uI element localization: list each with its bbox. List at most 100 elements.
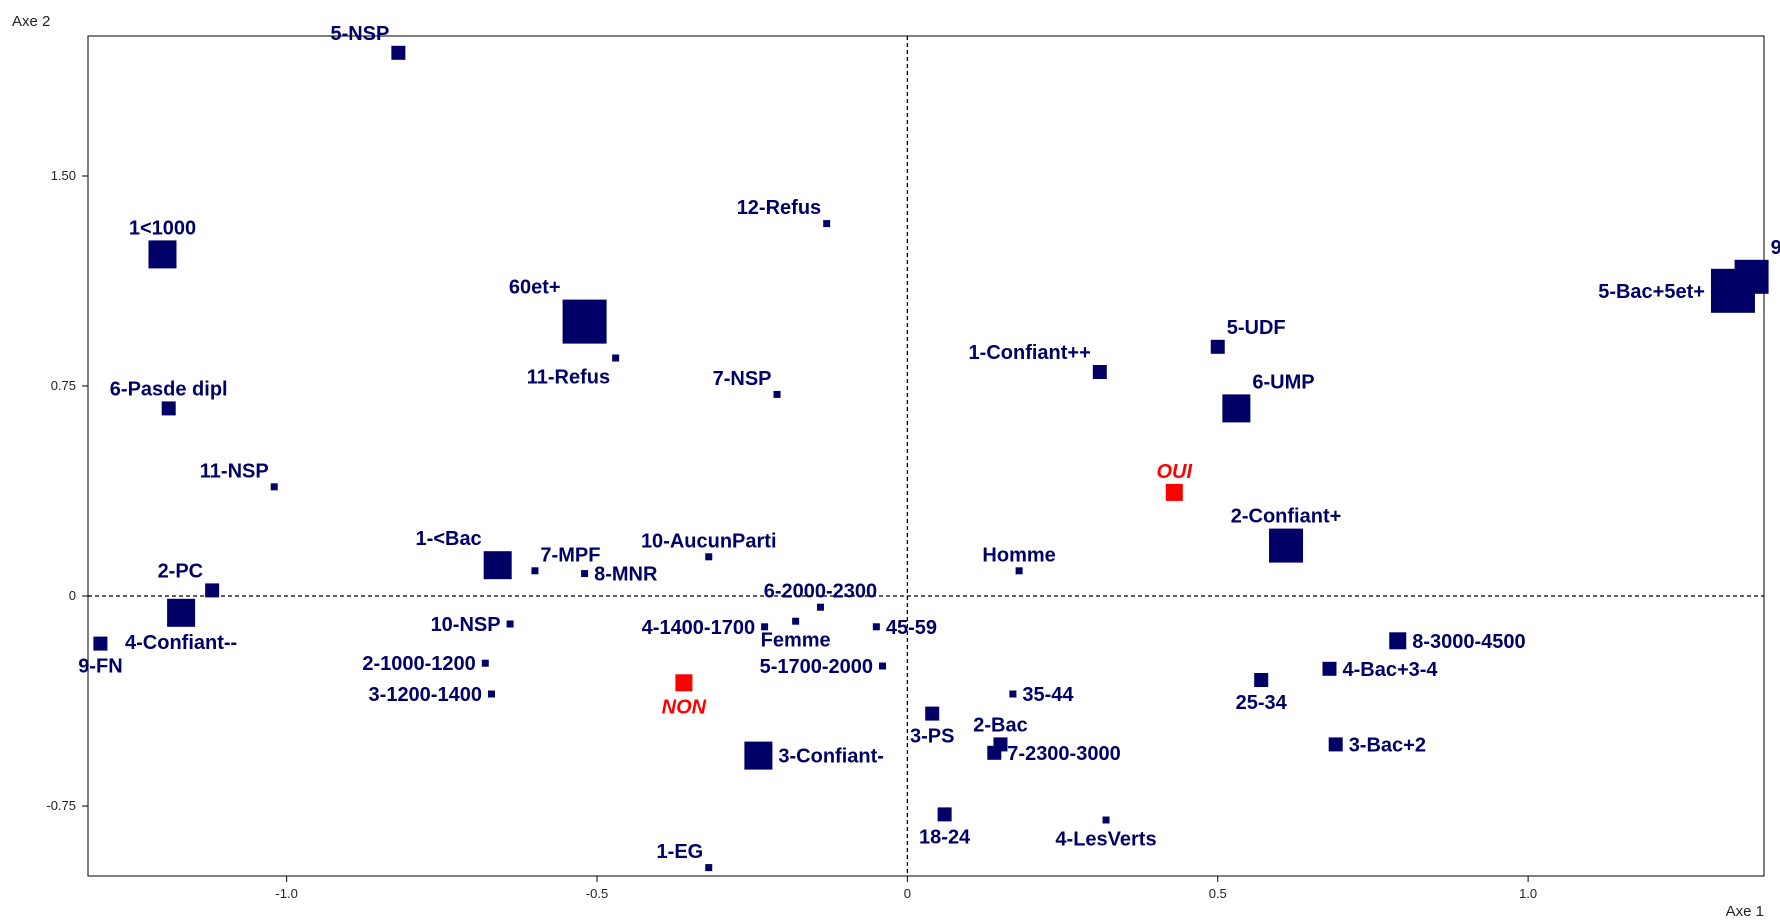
point-marker <box>761 623 769 631</box>
point-marker <box>937 807 952 822</box>
x-tick-label: -0.5 <box>586 886 608 901</box>
point-label: 7-2300-3000 <box>1007 743 1120 765</box>
point-label: 2-PC <box>158 560 204 582</box>
point-marker <box>1328 737 1343 752</box>
point-label: 12-Refus <box>737 197 821 219</box>
point-label: 25-34 <box>1236 692 1288 714</box>
point-marker <box>792 617 800 625</box>
point-marker <box>1210 339 1225 354</box>
x-tick-label: 0.5 <box>1209 886 1227 901</box>
point-label: 6-Pasde dipl <box>110 378 228 400</box>
point-label: OUI <box>1157 461 1193 483</box>
point-marker <box>481 659 489 667</box>
point-marker <box>1322 661 1337 676</box>
x-tick-label: 1.0 <box>1519 886 1537 901</box>
reference-lines <box>88 36 1764 876</box>
x-tick-label: 0 <box>904 886 911 901</box>
point-marker <box>161 401 176 416</box>
point-label: 1-EG <box>657 841 704 863</box>
point-label: 3-PS <box>910 726 954 748</box>
point-label: 4-LesVerts <box>1055 829 1156 851</box>
point-marker <box>1710 268 1755 313</box>
point-marker <box>1009 690 1017 698</box>
point-label: 1-Confiant++ <box>969 342 1091 364</box>
point-marker <box>148 240 177 269</box>
point-label: 5-UDF <box>1227 317 1286 339</box>
point-marker <box>823 220 831 228</box>
point-marker <box>705 553 713 561</box>
point-label: 8-MNR <box>594 564 658 586</box>
point-marker <box>1015 567 1023 575</box>
point-marker <box>205 583 220 598</box>
point-label: 10-NSP <box>431 614 501 636</box>
point-marker <box>1165 483 1183 501</box>
point-marker <box>773 390 781 398</box>
point-label: NON <box>662 696 707 718</box>
y-tick-label: 0.75 <box>51 378 76 393</box>
point-label: 45-59 <box>886 617 937 639</box>
axis-ticks: -1.0 -0.5 0 0.5 1.0 -0.75 0 0.75 1.50 <box>46 168 1537 901</box>
point-label: Femme <box>761 630 831 652</box>
point-label: 9>4500 <box>1771 237 1780 259</box>
plot-frame <box>87 35 1765 877</box>
point-label: 35-44 <box>1022 684 1074 706</box>
point-marker <box>483 551 512 580</box>
point-marker <box>270 483 278 491</box>
point-label: 2-Bac <box>973 714 1027 736</box>
point-label: 3-Confiant- <box>778 746 884 768</box>
point-marker <box>1269 528 1304 563</box>
point-label: 4-1400-1700 <box>642 617 755 639</box>
point-label: 1<1000 <box>129 217 196 239</box>
point-label: 10-AucunParti <box>641 530 777 552</box>
point-marker <box>391 45 406 60</box>
point-label: 5-NSP <box>330 23 389 45</box>
x-tick-label: -1.0 <box>275 886 297 901</box>
point-label: 2-1000-1200 <box>362 653 475 675</box>
point-marker <box>1389 632 1407 650</box>
point-label: 5-Bac+5et+ <box>1598 281 1705 303</box>
point-marker <box>987 745 1002 760</box>
point-marker <box>744 741 773 770</box>
point-marker <box>167 598 196 627</box>
point-label: 6-UMP <box>1252 371 1314 393</box>
point-label: 2-Confiant+ <box>1231 506 1342 528</box>
point-marker <box>1102 816 1110 824</box>
y-axis-label: Axe 2 <box>12 13 50 30</box>
point-labels: 5-NSP 1<1000 60et+ 12-Refus 11-Refus 7-NSP 6-P… <box>78 23 1780 863</box>
point-label: 3-1200-1400 <box>369 684 482 706</box>
point-marker <box>93 636 108 651</box>
point-label: 60et+ <box>509 277 561 299</box>
point-label: 1-<Bac <box>416 528 482 550</box>
point-label: 4-Confiant-- <box>125 632 237 654</box>
point-marker <box>487 690 495 698</box>
point-marker <box>675 674 693 692</box>
point-label: 7-NSP <box>713 368 772 390</box>
point-marker <box>705 864 713 872</box>
point-marker <box>1254 673 1269 687</box>
point-label: 11-Refus <box>527 367 610 389</box>
point-marker <box>562 299 607 344</box>
point-label: 7-MPF <box>540 544 600 566</box>
point-label: 18-24 <box>919 826 971 848</box>
point-marker <box>816 603 824 611</box>
point-marker <box>506 620 514 628</box>
point-label: 8-3000-4500 <box>1412 631 1525 653</box>
y-tick-label: 1.50 <box>51 168 76 183</box>
point-label: 6-2000-2300 <box>764 581 877 603</box>
point-label: 11-NSP <box>200 460 269 482</box>
y-tick-label: 0 <box>69 588 76 603</box>
point-label: 4-Bac+3-4 <box>1342 659 1438 681</box>
data-points <box>93 45 1769 872</box>
point-marker <box>531 567 539 575</box>
point-marker <box>1222 394 1251 423</box>
x-axis-label: Axe 1 <box>1726 903 1764 920</box>
point-marker <box>879 662 887 670</box>
point-marker <box>612 354 620 362</box>
point-marker <box>1092 365 1107 379</box>
point-label: 5-1700-2000 <box>760 656 873 678</box>
point-marker <box>581 570 589 578</box>
point-marker <box>925 706 940 721</box>
point-label: Homme <box>982 544 1055 566</box>
